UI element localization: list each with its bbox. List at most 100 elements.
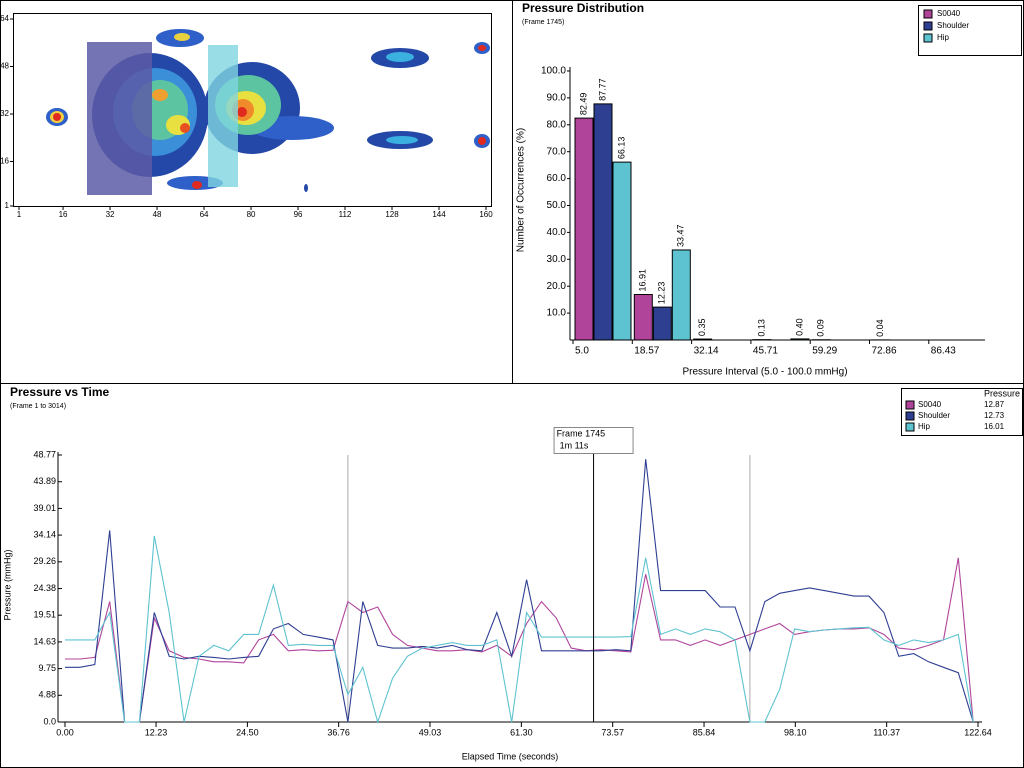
value-label: 16.91 xyxy=(638,269,648,292)
pressure-map xyxy=(13,13,492,207)
y-tick-label: 90.0 xyxy=(547,93,567,104)
bar xyxy=(671,249,691,341)
chart-title: Pressure vs Time xyxy=(10,385,110,399)
value-label: 0.35 xyxy=(697,319,707,337)
x-tick-label: 49.03 xyxy=(419,727,442,737)
shoulder-region xyxy=(87,42,152,195)
x-tick-label: 122.64 xyxy=(964,727,992,737)
value-label: 0.13 xyxy=(756,319,766,337)
bar xyxy=(612,161,632,341)
value-label: 0.40 xyxy=(794,318,804,336)
y-tick-label: 19.51 xyxy=(33,610,56,620)
y-tick-label: 60.0 xyxy=(547,173,567,184)
x-tick-label: 98.10 xyxy=(784,727,807,737)
x-tick-label: 110.37 xyxy=(873,727,900,737)
legend-value: 12.73 xyxy=(984,411,1005,420)
bar xyxy=(574,117,594,341)
cursor-time: 1m 11s xyxy=(560,440,589,450)
legend-swatch xyxy=(905,411,915,421)
bar xyxy=(633,294,653,341)
legend-label: Shoulder xyxy=(918,411,950,420)
legend-value: 12.87 xyxy=(984,400,1005,409)
y-tick-label: 29.26 xyxy=(33,556,56,566)
cursor-box xyxy=(553,427,634,454)
x-tick-label: 86.43 xyxy=(931,346,956,357)
x-tick-label: 73.57 xyxy=(601,727,624,737)
legend-value: 16.01 xyxy=(984,422,1005,431)
y-tick-label: 80.0 xyxy=(547,119,567,130)
y-tick-label: 43.89 xyxy=(33,476,56,486)
legend-label: S0040 xyxy=(937,9,961,18)
y-axis-title: Pressure (mmHg) xyxy=(2,549,12,620)
x-tick-label: 144 xyxy=(432,210,446,219)
y-tick-label: 64 xyxy=(0,14,9,23)
legend-swatch xyxy=(905,400,915,410)
x-tick-label: 128 xyxy=(385,210,399,219)
x-tick-label: 32.14 xyxy=(694,346,719,357)
y-tick-label: 14.63 xyxy=(33,636,56,646)
value-label: 0.09 xyxy=(816,319,826,337)
legend-swatch xyxy=(923,9,933,19)
y-tick-label: 24.38 xyxy=(33,583,56,593)
x-tick-label: 45.71 xyxy=(753,346,778,357)
x-tick-label: 61.30 xyxy=(510,727,533,737)
series-line xyxy=(65,535,974,724)
value-label: 33.47 xyxy=(676,224,686,247)
bar xyxy=(652,306,672,341)
x-tick-label: 36.76 xyxy=(327,727,350,737)
chart-subtitle: (Frame 1745) xyxy=(522,19,564,26)
x-tick-label: 160 xyxy=(479,210,493,219)
y-tick-label: 30.0 xyxy=(547,254,567,265)
legend-label: Hip xyxy=(937,33,950,42)
x-axis-title: Pressure Interval (5.0 - 100.0 mmHg) xyxy=(682,367,847,378)
legend-swatch xyxy=(923,33,933,43)
x-tick-label: 48 xyxy=(153,210,162,219)
legend-box xyxy=(901,388,1023,436)
y-tick-label: 10.0 xyxy=(547,308,567,319)
legend-label: S0040 xyxy=(918,400,942,409)
x-tick-label: 72.86 xyxy=(872,346,897,357)
y-tick-label: 48.77 xyxy=(33,449,56,459)
legend-box xyxy=(918,5,1022,56)
y-tick-label: 70.0 xyxy=(547,146,567,157)
legend-title: Pressure xyxy=(984,388,1020,398)
value-label: 82.49 xyxy=(578,93,588,116)
cursor-label: Frame 1745 xyxy=(557,428,606,438)
y-tick-label: 32 xyxy=(0,109,9,118)
bar xyxy=(693,338,713,341)
y-tick-label: 4.88 xyxy=(38,690,56,700)
x-tick-label: 18.57 xyxy=(634,346,659,357)
x-tick-label: 16 xyxy=(59,210,68,219)
chart-title: Pressure Distribution xyxy=(522,1,644,15)
x-tick-label: 12.23 xyxy=(145,727,168,737)
x-axis-title: Elapsed Time (seconds) xyxy=(462,751,559,761)
chart-subtitle: (Frame 1 to 3014) xyxy=(10,403,66,410)
map-frame xyxy=(13,13,492,207)
x-tick-label: 32 xyxy=(106,210,115,219)
legend-swatch xyxy=(923,21,933,31)
y-tick-label: 40.0 xyxy=(547,227,567,238)
y-tick-label: 39.01 xyxy=(33,503,56,513)
y-tick-label: 9.75 xyxy=(38,663,56,673)
x-tick-label: 5.0 xyxy=(575,346,589,357)
y-tick-label: 1 xyxy=(5,201,10,210)
legend-label: Shoulder xyxy=(937,21,969,30)
x-tick-label: 85.84 xyxy=(693,727,716,737)
y-tick-label: 48 xyxy=(0,62,9,71)
value-label: 0.04 xyxy=(875,319,885,337)
value-label: 12.23 xyxy=(657,282,667,305)
x-tick-label: 1 xyxy=(17,210,22,219)
x-tick-label: 64 xyxy=(200,210,209,219)
y-tick-label: 0.0 xyxy=(43,716,56,726)
value-label: 66.13 xyxy=(616,137,626,160)
x-tick-label: 0.00 xyxy=(56,727,74,737)
legend-swatch xyxy=(905,422,915,432)
y-tick-label: 16 xyxy=(0,157,9,166)
x-tick-label: 112 xyxy=(339,210,352,219)
legend-label: Hip xyxy=(918,422,931,431)
series-line xyxy=(65,459,974,723)
y-tick-label: 34.14 xyxy=(33,529,56,539)
bar xyxy=(790,338,810,341)
x-tick-label: 24.50 xyxy=(236,727,259,737)
